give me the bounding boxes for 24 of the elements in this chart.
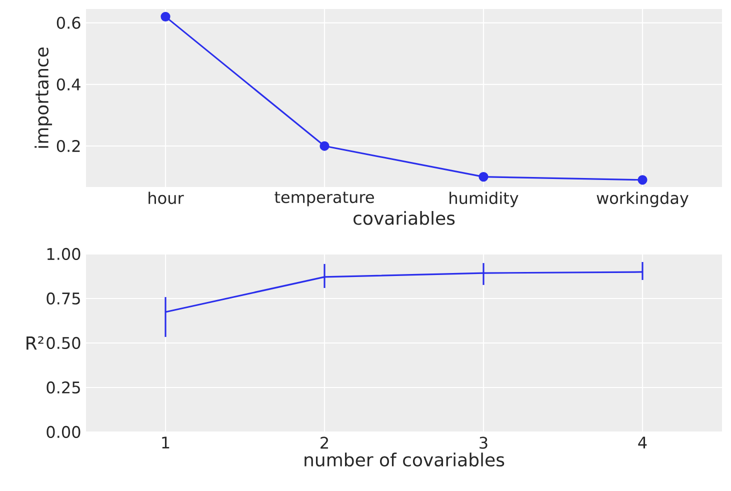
x-tick-label: workingday [596,192,688,208]
y-axis-title: R² [26,336,44,350]
y-tick-label: 0.6 [56,16,80,29]
y-tick-label: 1.00 [47,248,80,260]
x-tick-label: 4 [638,436,647,448]
y-tick-label: 0.00 [46,426,80,438]
y-tick-label: 0.4 [56,78,80,90]
y-tick-label: 0.75 [46,292,80,305]
point [320,141,330,151]
x-axis-title: number of covariables [304,452,504,467]
point [478,172,488,182]
y-tick-label: 0.50 [46,336,80,350]
x-tick-label: humidity [450,192,518,208]
x-tick-label: hour [148,192,184,204]
x-axis-title: covariables [354,211,455,225]
x-tick-label: 2 [320,436,328,449]
x-tick-label: 1 [162,436,170,448]
point [638,175,648,185]
y-tick-label: 0.2 [56,140,80,152]
x-tick-label: temperature [274,192,374,206]
y-axis-title: importance [34,48,52,148]
y-tick-label: 0.25 [46,381,80,394]
point [160,12,170,22]
x-tick-label: 3 [480,436,488,449]
